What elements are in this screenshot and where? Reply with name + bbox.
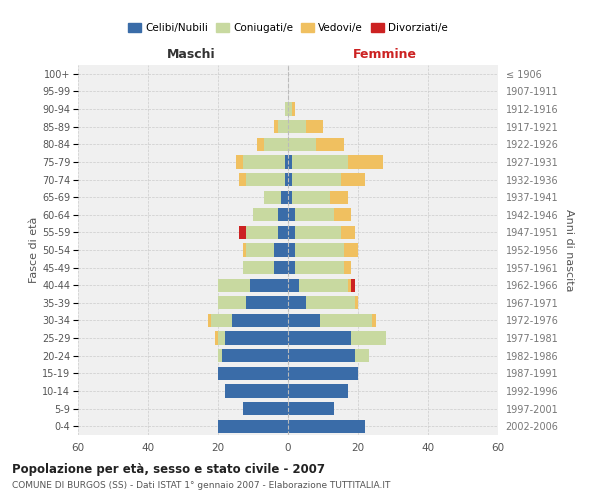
Bar — [288, 120, 305, 134]
Bar — [239, 173, 246, 186]
Bar — [372, 314, 376, 327]
Bar — [284, 156, 288, 168]
Text: Maschi: Maschi — [167, 48, 216, 62]
Y-axis label: Fasce di età: Fasce di età — [29, 217, 39, 283]
Bar — [341, 173, 365, 186]
Bar — [218, 332, 225, 344]
Bar — [253, 208, 277, 222]
Bar — [250, 278, 288, 292]
Bar — [334, 208, 351, 222]
Bar — [288, 349, 355, 362]
Bar — [295, 244, 344, 256]
Bar — [288, 173, 292, 186]
Bar — [218, 278, 250, 292]
Bar — [218, 349, 221, 362]
Bar — [218, 296, 246, 310]
Bar — [246, 244, 274, 256]
Bar — [295, 226, 341, 239]
Bar — [215, 332, 218, 344]
Bar — [288, 102, 292, 116]
Bar — [351, 278, 355, 292]
Bar — [284, 173, 288, 186]
Bar — [242, 156, 284, 168]
Bar — [274, 261, 288, 274]
Bar — [288, 314, 320, 327]
Bar — [235, 156, 242, 168]
Bar — [347, 278, 351, 292]
Bar — [355, 296, 358, 310]
Bar — [288, 138, 316, 151]
Bar — [211, 314, 232, 327]
Bar — [225, 384, 288, 398]
Bar — [288, 261, 295, 274]
Bar — [344, 244, 358, 256]
Y-axis label: Anni di nascita: Anni di nascita — [564, 209, 574, 291]
Bar — [288, 156, 292, 168]
Bar — [295, 261, 344, 274]
Bar — [347, 156, 383, 168]
Bar — [288, 190, 292, 204]
Bar — [288, 244, 295, 256]
Bar — [246, 173, 284, 186]
Bar — [277, 226, 288, 239]
Legend: Celibi/Nubili, Coniugati/e, Vedovi/e, Divorziati/e: Celibi/Nubili, Coniugati/e, Vedovi/e, Di… — [124, 18, 452, 37]
Bar — [288, 278, 299, 292]
Bar — [221, 349, 288, 362]
Bar — [341, 226, 355, 239]
Bar — [263, 190, 281, 204]
Bar — [292, 173, 341, 186]
Bar — [288, 384, 347, 398]
Bar — [257, 138, 263, 151]
Bar — [218, 366, 288, 380]
Bar — [208, 314, 211, 327]
Bar — [225, 332, 288, 344]
Text: Femmine: Femmine — [353, 48, 416, 62]
Bar — [292, 102, 295, 116]
Bar — [344, 261, 351, 274]
Bar — [288, 402, 334, 415]
Bar — [263, 138, 288, 151]
Bar — [299, 278, 347, 292]
Text: COMUNE DI BURGOS (SS) - Dati ISTAT 1° gennaio 2007 - Elaborazione TUTTITALIA.IT: COMUNE DI BURGOS (SS) - Dati ISTAT 1° ge… — [12, 481, 391, 490]
Bar — [281, 190, 288, 204]
Bar — [355, 349, 368, 362]
Bar — [242, 244, 246, 256]
Bar — [295, 208, 334, 222]
Bar — [288, 420, 365, 433]
Bar — [330, 190, 347, 204]
Bar — [288, 226, 295, 239]
Bar — [351, 332, 386, 344]
Bar — [288, 208, 295, 222]
Bar — [320, 314, 372, 327]
Bar — [246, 296, 288, 310]
Bar — [305, 296, 355, 310]
Bar — [292, 190, 330, 204]
Bar — [277, 120, 288, 134]
Bar — [284, 102, 288, 116]
Bar — [274, 120, 277, 134]
Bar — [292, 156, 347, 168]
Bar — [305, 120, 323, 134]
Bar — [288, 332, 351, 344]
Bar — [232, 314, 288, 327]
Bar — [218, 420, 288, 433]
Bar — [288, 366, 358, 380]
Bar — [316, 138, 344, 151]
Bar — [239, 226, 246, 239]
Bar — [246, 226, 277, 239]
Bar — [242, 261, 274, 274]
Bar — [274, 244, 288, 256]
Bar — [242, 402, 288, 415]
Text: Popolazione per età, sesso e stato civile - 2007: Popolazione per età, sesso e stato civil… — [12, 462, 325, 475]
Bar — [277, 208, 288, 222]
Bar — [288, 296, 305, 310]
